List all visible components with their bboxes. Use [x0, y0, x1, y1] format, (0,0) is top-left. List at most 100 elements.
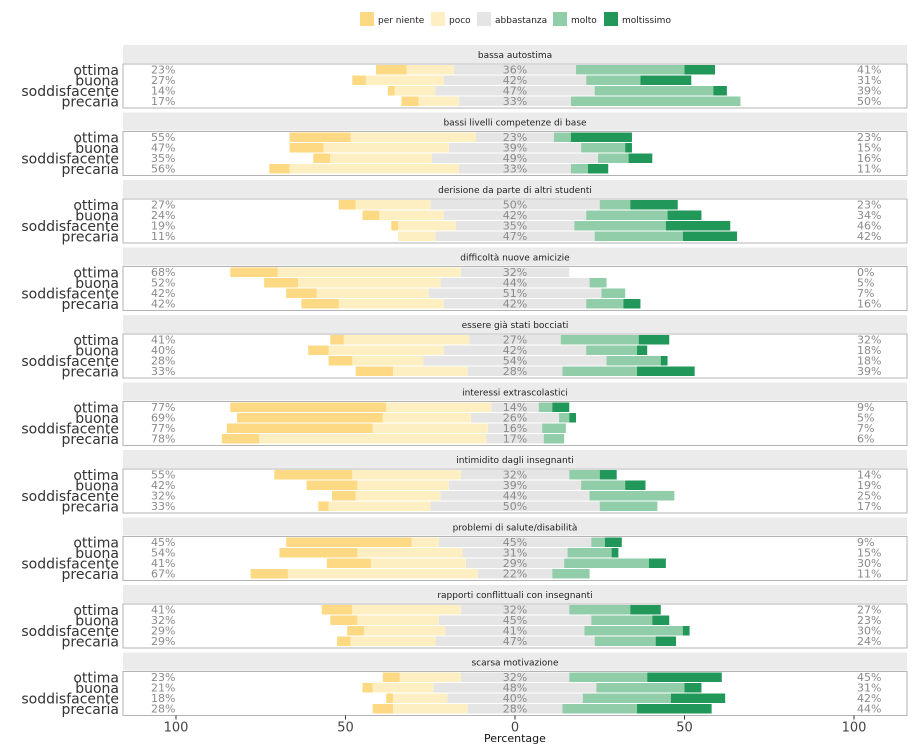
- panel-strip: [123, 180, 907, 198]
- pct-high-label: 34%: [857, 209, 881, 222]
- pct-high-label: 46%: [857, 220, 881, 233]
- bar-segment: [542, 423, 566, 433]
- pct-mid-label: 32%: [503, 604, 527, 617]
- bar-segment: [606, 356, 661, 366]
- bar-segment: [515, 693, 583, 703]
- bar-segment: [394, 86, 436, 96]
- bar-segment: [330, 153, 432, 163]
- bar-segment: [289, 132, 351, 142]
- bar-segment: [477, 569, 515, 579]
- panel-0: bassa autostima ottima 23% 36% 41% buona 27% 42…: [21, 45, 908, 111]
- bar-segment: [515, 683, 597, 693]
- pct-mid-label: 45%: [503, 614, 527, 627]
- pct-mid-label: 22%: [503, 568, 527, 581]
- bar-segment: [596, 683, 685, 693]
- bar-segment: [362, 683, 373, 693]
- bar-segment: [440, 491, 515, 501]
- pct-low-label: 28%: [151, 703, 175, 716]
- bar-segment: [515, 153, 599, 163]
- pct-high-label: 32%: [857, 334, 881, 347]
- pct-low-label: 21%: [151, 682, 175, 695]
- bar-segment: [569, 672, 648, 682]
- bar-segment: [460, 470, 515, 480]
- bar-segment: [570, 132, 632, 142]
- bar-segment: [274, 470, 353, 480]
- bar-segment: [435, 86, 515, 96]
- bar-segment: [328, 501, 431, 511]
- pct-mid-label: 33%: [503, 163, 527, 176]
- bar-segment: [370, 558, 466, 568]
- legend-label-0: per niente: [378, 16, 425, 26]
- bar-segment: [591, 615, 653, 625]
- panel-title: essere già stati bocciati: [462, 321, 569, 331]
- bar-segment: [392, 704, 468, 714]
- bar-segment: [591, 537, 605, 547]
- bar-segment: [515, 231, 595, 241]
- x-axis: 100 50 0 50 100 Percentage: [164, 715, 866, 745]
- pct-low-label: 56%: [151, 163, 175, 176]
- pct-mid-label: 47%: [503, 85, 527, 98]
- bar-segment: [460, 672, 515, 682]
- bar-segment: [515, 335, 561, 345]
- bar-segment: [277, 267, 461, 277]
- bar-segment: [445, 626, 515, 636]
- bar-segment: [328, 345, 444, 355]
- row-label: precaria: [62, 702, 119, 718]
- pct-low-label: 19%: [151, 220, 175, 233]
- panel-strip: [123, 112, 907, 131]
- pct-low-label: 55%: [151, 469, 175, 482]
- legend-key-3: [553, 12, 567, 26]
- pct-mid-label: 31%: [503, 547, 527, 560]
- x-tick-label: 50: [337, 721, 354, 736]
- bar-segment: [586, 75, 641, 85]
- bar-segment: [467, 704, 515, 714]
- pct-low-label: 27%: [151, 199, 175, 212]
- pct-high-label: 17%: [857, 500, 881, 513]
- bar-segment: [418, 96, 460, 106]
- bar-segment: [630, 605, 661, 615]
- bar-segment: [515, 96, 571, 106]
- bar-segment: [584, 626, 683, 636]
- bar-segment: [386, 402, 492, 412]
- bar-segment: [586, 299, 624, 309]
- panel-strip: [123, 517, 907, 536]
- bar-segment: [289, 164, 460, 174]
- bar-segment: [515, 704, 563, 714]
- bar-segment: [601, 288, 626, 298]
- bar-segment: [647, 672, 722, 682]
- pct-low-label: 33%: [151, 500, 175, 513]
- panel-title: bassi livelli competenze di base: [443, 119, 587, 129]
- bar-segment: [230, 402, 387, 412]
- bar-segment: [365, 75, 444, 85]
- bar-segment: [637, 366, 695, 376]
- pct-low-label: 41%: [151, 557, 175, 570]
- bar-segment: [515, 356, 607, 366]
- pct-low-label: 40%: [151, 344, 175, 357]
- pct-mid-label: 32%: [503, 671, 527, 684]
- bar-segment: [399, 672, 461, 682]
- bar-segment: [459, 164, 515, 174]
- bar-segment: [460, 267, 515, 277]
- bar-segment: [440, 278, 515, 288]
- legend-label-3: molto: [571, 16, 597, 26]
- bar-segment: [515, 491, 590, 501]
- pct-low-label: 17%: [151, 95, 175, 108]
- bar-segment: [684, 683, 702, 693]
- pct-mid-label: 49%: [503, 152, 527, 165]
- row-label: buona: [75, 209, 119, 225]
- pct-mid-label: 44%: [503, 490, 527, 503]
- bar-segment: [667, 210, 702, 220]
- bar-segment: [382, 413, 471, 423]
- bar-segment: [287, 569, 478, 579]
- legend-key-4: [604, 12, 618, 26]
- bar-segment: [569, 413, 577, 423]
- legend-key-2: [477, 12, 491, 26]
- panel-title: rapporti conflittuali con insegnanti: [437, 591, 592, 601]
- bar-segment: [316, 288, 429, 298]
- row-label: ottima: [73, 536, 119, 552]
- pct-high-label: 18%: [857, 344, 881, 357]
- row-label: buona: [75, 681, 119, 697]
- legend: per niente poco abbastanza molto moltissimo: [360, 12, 671, 26]
- pct-mid-label: 36%: [503, 64, 527, 77]
- bar-segment: [515, 480, 582, 490]
